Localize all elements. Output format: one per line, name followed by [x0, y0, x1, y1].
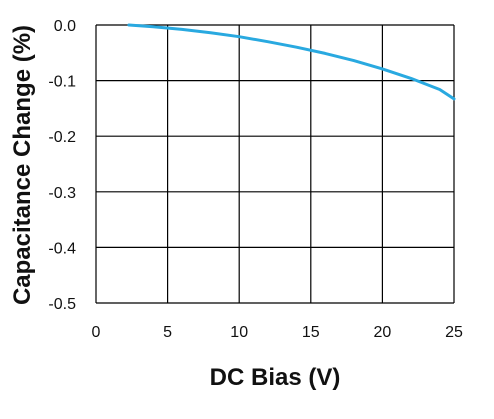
y-tick-label: -0.3 [48, 185, 76, 202]
tick-labels: 0 5 10 15 20 25 0.0 -0.1 -0.2 -0.3 -0.4 -0.5 [48, 18, 463, 341]
series-layer [127, 23, 456, 101]
x-tick-label: 20 [374, 324, 392, 341]
y-tick-label: -0.2 [48, 129, 76, 146]
x-tick-label: 25 [445, 324, 463, 341]
x-tick-label: 10 [230, 324, 248, 341]
y-tick-label: -0.4 [48, 240, 76, 257]
y-tick-label: -0.1 [48, 74, 76, 91]
y-tick-label: -0.5 [48, 296, 76, 313]
grid [95, 24, 455, 304]
x-tick-label: 5 [163, 324, 172, 341]
series-line [127, 23, 456, 101]
y-tick-label: 0.0 [54, 18, 76, 35]
x-tick-label: 15 [302, 324, 320, 341]
x-tick-label: 0 [92, 324, 101, 341]
x-axis-title: DC Bias (V) [210, 364, 341, 391]
y-axis-title: Capacitance Change (%) [9, 25, 36, 305]
